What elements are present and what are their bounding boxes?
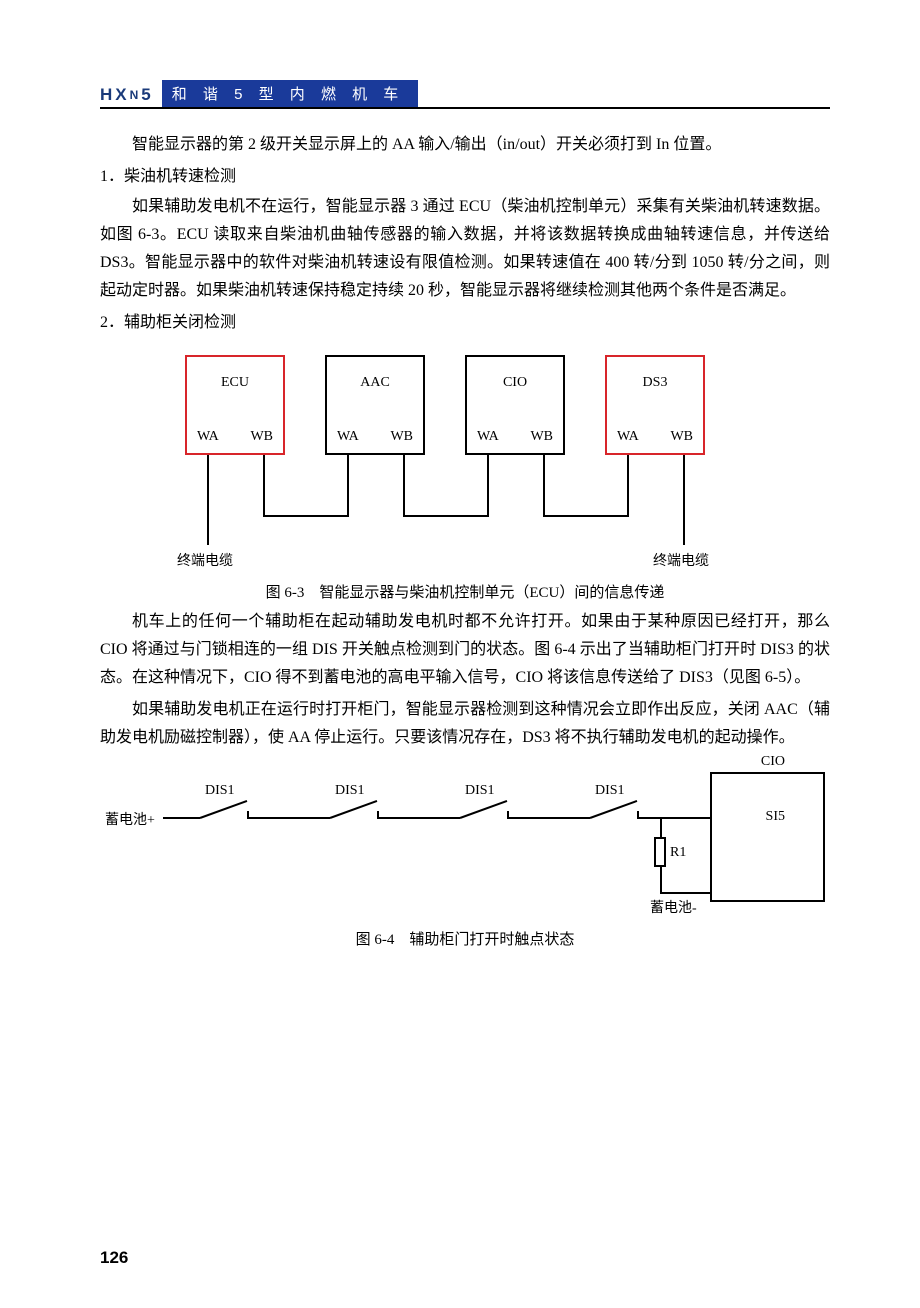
- intro-paragraph: 智能显示器的第 2 级开关显示屏上的 AA 输入/输出（in/out）开关必须打…: [100, 131, 830, 159]
- connector-vline: [487, 455, 489, 515]
- wire-vline: [377, 811, 379, 817]
- figure-6-3: ECUWAWBAACWAWBCIOWAWBDS3WAWB终端电缆终端电缆: [185, 355, 745, 575]
- switch-label: DIS1: [595, 783, 625, 799]
- header-title: 和 谐 5 型 内 燃 机 车: [162, 80, 419, 107]
- wire-hline: [163, 817, 200, 819]
- code-prefix: HX: [100, 85, 130, 104]
- section1-num: 1．: [100, 168, 124, 185]
- mid-paragraph-1: 机车上的任何一个辅助柜在起动辅助发电机时都不允许打开。如果由于某种原因已经打开，…: [100, 608, 830, 692]
- code-suffix: 5: [141, 85, 153, 104]
- connector-hline: [263, 515, 349, 517]
- battery-pos-label: 蓄电池+: [105, 809, 155, 829]
- mid-paragraph-2: 如果辅助发电机正在运行时打开柜门，智能显示器检测到这种情况会立即作出反应，关闭 …: [100, 696, 830, 752]
- figure-6-3-caption: 图 6-3 智能显示器与柴油机控制单元（ECU）间的信息传递: [100, 581, 830, 602]
- diagram-node-ecu: ECU WA WB: [185, 355, 285, 455]
- connector-vline: [263, 455, 265, 515]
- wire-hline: [247, 817, 330, 819]
- wire-hline: [377, 817, 460, 819]
- node-port-wa: WA: [197, 429, 219, 445]
- connector-vline: [543, 455, 545, 515]
- page-number: 126: [100, 1248, 128, 1268]
- connector-vline: [403, 455, 405, 515]
- wire-vline: [507, 811, 509, 817]
- wire-vline: [637, 811, 639, 817]
- wire-hline: [637, 817, 710, 819]
- battery-neg-label: 蓄电池-: [650, 897, 697, 917]
- section1-title: 柴油机转速检测: [124, 168, 236, 185]
- node-label: ECU: [187, 375, 283, 391]
- wire-vline: [660, 817, 662, 837]
- resistor: [654, 837, 666, 867]
- section2-num: 2．: [100, 314, 124, 331]
- switch-contact: [460, 800, 508, 819]
- node-port-wa: WA: [617, 429, 639, 445]
- node-port-wa: WA: [477, 429, 499, 445]
- node-label: AAC: [327, 375, 423, 391]
- terminal-stub: [207, 515, 209, 545]
- node-port-wb: WB: [670, 429, 693, 445]
- diagram-node-aac: AAC WA WB: [325, 355, 425, 455]
- code-small: N: [130, 88, 142, 102]
- header-code: HXN5: [100, 85, 162, 107]
- connector-vline: [347, 455, 349, 515]
- terminal-label-right: 终端电缆: [653, 550, 709, 570]
- section2-title: 辅助柜关闭检测: [124, 314, 236, 331]
- node-port-wb: WB: [530, 429, 553, 445]
- figure-6-4-caption: 图 6-4 辅助柜门打开时触点状态: [100, 928, 830, 949]
- node-label: CIO: [467, 375, 563, 391]
- resistor-label: R1: [670, 845, 686, 861]
- diagram-node-ds3: DS3 WA WB: [605, 355, 705, 455]
- cio-label: CIO: [761, 754, 785, 770]
- diagram-node-cio: CIO WA WB: [465, 355, 565, 455]
- signal-label: SI5: [766, 809, 785, 825]
- connector-vline: [683, 455, 685, 515]
- switch-contact: [590, 800, 638, 819]
- switch-contact: [330, 800, 378, 819]
- connector-hline: [403, 515, 489, 517]
- wire-hline: [507, 817, 590, 819]
- node-port-wa: WA: [337, 429, 359, 445]
- connector-vline: [627, 455, 629, 515]
- section2-heading: 2．辅助柜关闭检测: [100, 309, 830, 337]
- figure-6-4: 蓄电池+CIOSI5DIS1DIS1DIS1DIS1R1蓄电池-: [105, 762, 825, 922]
- terminal-stub: [683, 515, 685, 545]
- switch-label: DIS1: [465, 783, 495, 799]
- switch-label: DIS1: [205, 783, 235, 799]
- wire-hline: [660, 892, 710, 894]
- page-header: HXN5 和 谐 5 型 内 燃 机 车: [100, 80, 830, 109]
- section1-heading: 1．柴油机转速检测: [100, 163, 830, 191]
- switch-contact: [200, 800, 248, 819]
- section1-body: 如果辅助发电机不在运行，智能显示器 3 通过 ECU（柴油机控制单元）采集有关柴…: [100, 193, 830, 305]
- terminal-label-left: 终端电缆: [177, 550, 233, 570]
- cio-box: [710, 772, 825, 902]
- wire-vline: [247, 811, 249, 817]
- node-port-wb: WB: [390, 429, 413, 445]
- node-label: DS3: [607, 375, 703, 391]
- wire-vline: [660, 867, 662, 892]
- node-port-wb: WB: [250, 429, 273, 445]
- connector-vline: [207, 455, 209, 515]
- switch-label: DIS1: [335, 783, 365, 799]
- connector-hline: [543, 515, 629, 517]
